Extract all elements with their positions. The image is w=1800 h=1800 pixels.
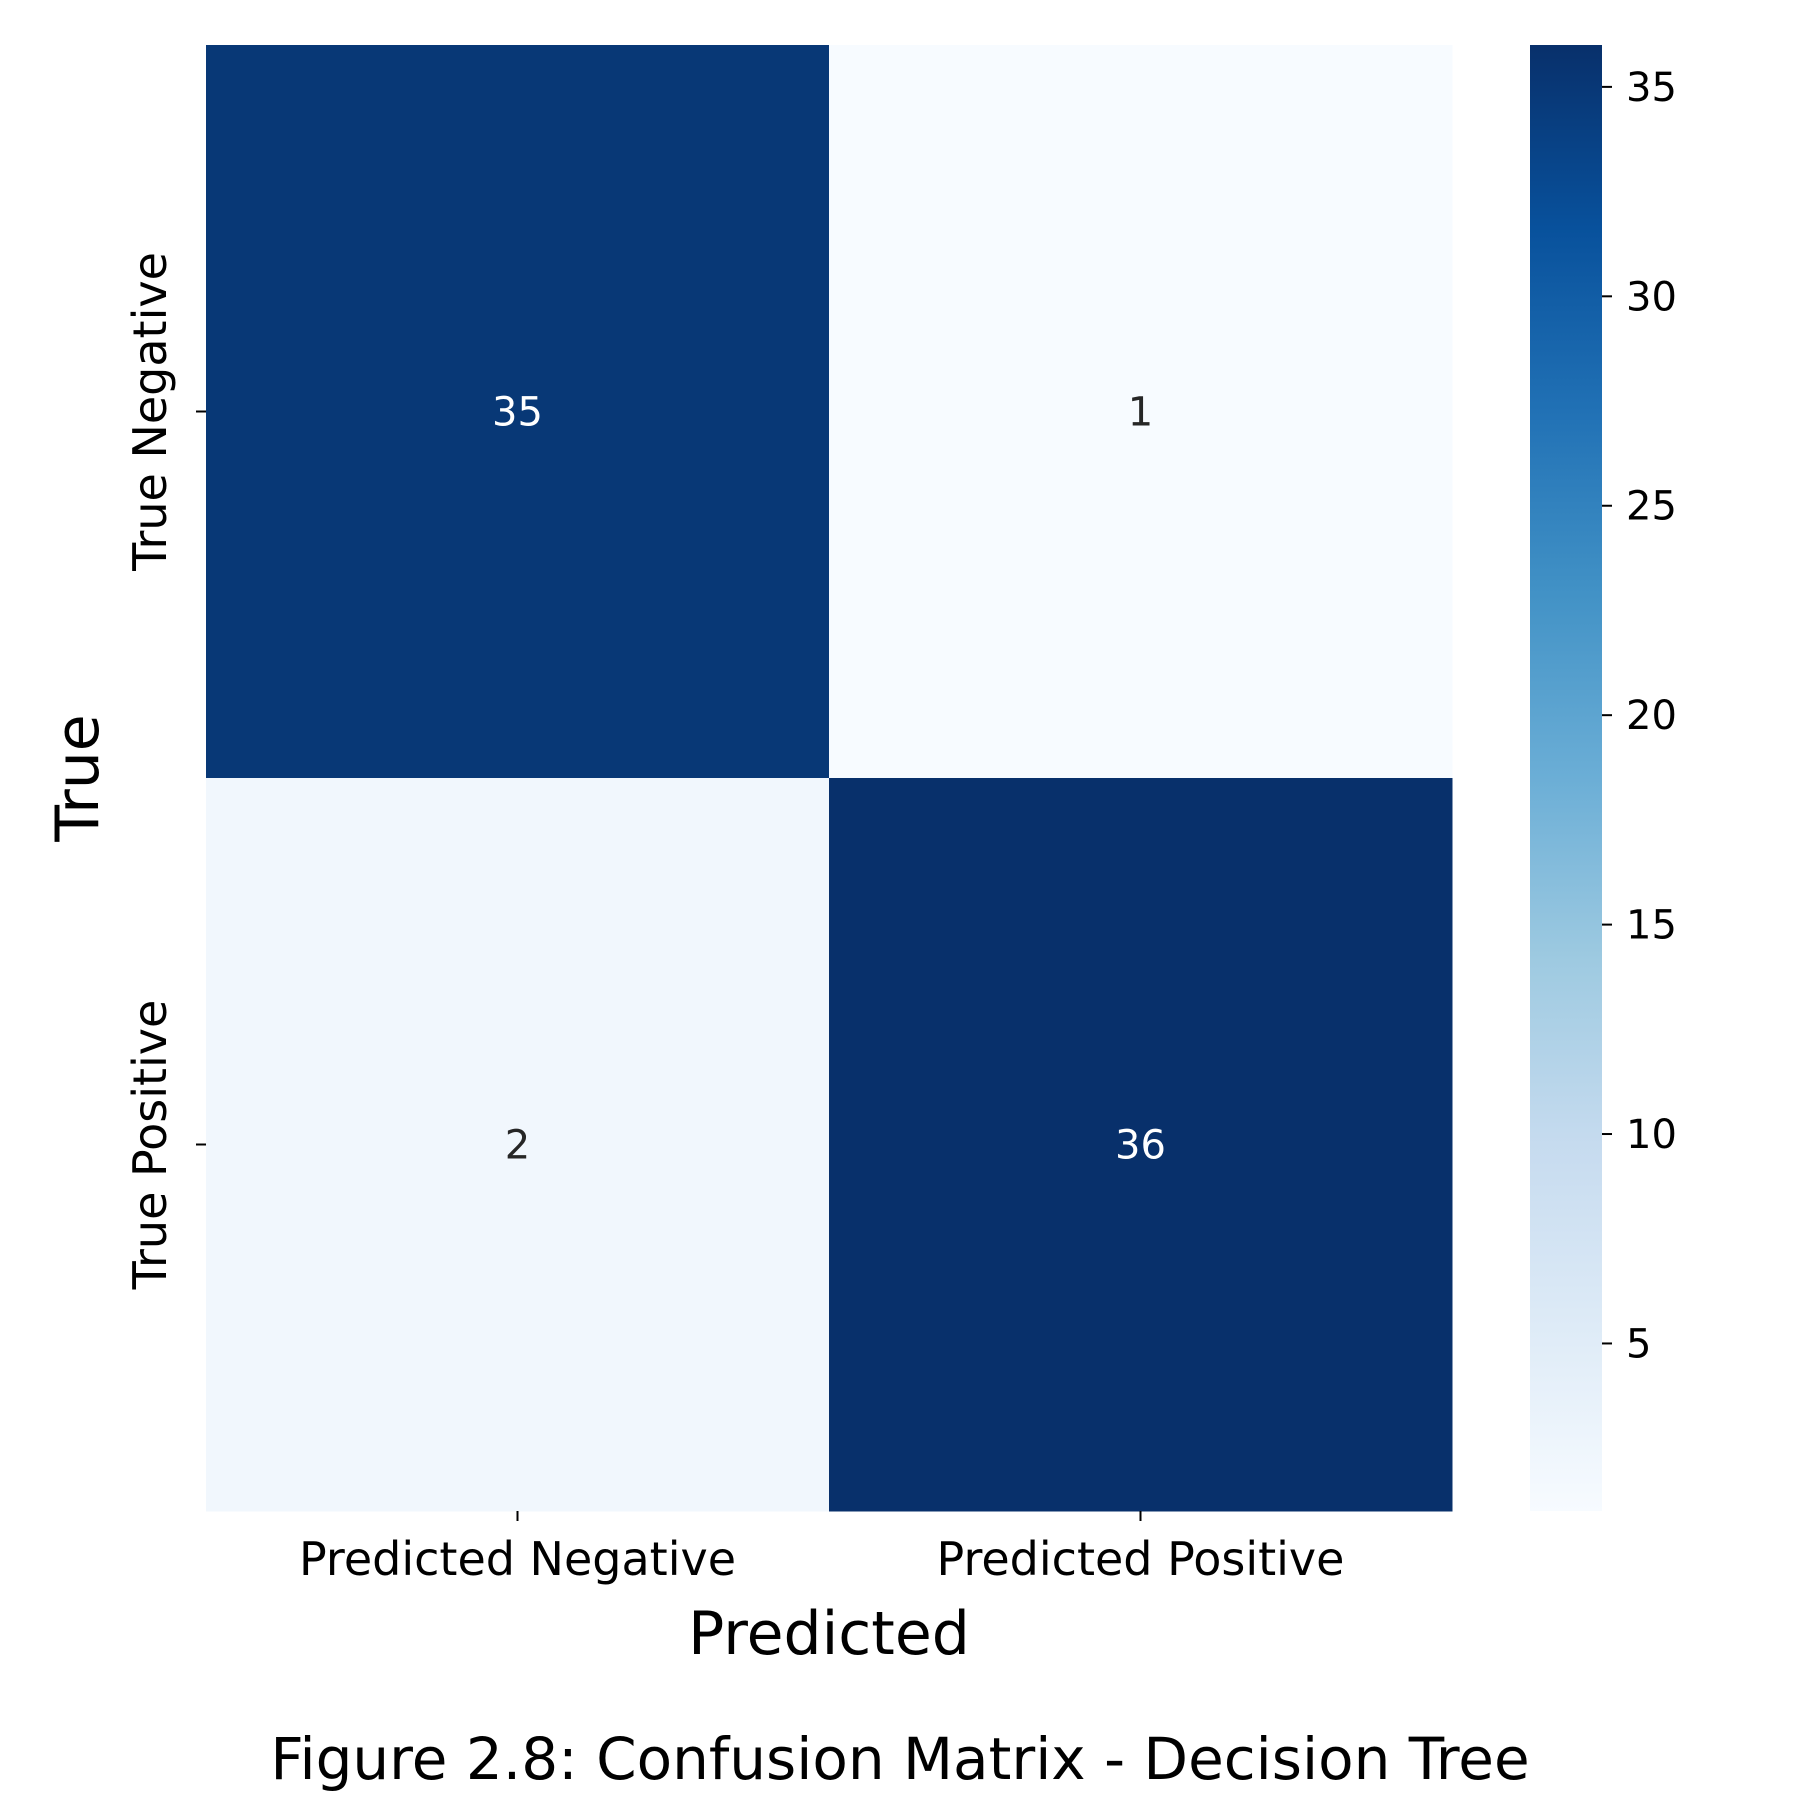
x-tick-label: Predicted Negative — [299, 1532, 736, 1586]
colorbar-tick-label: 15 — [1626, 903, 1677, 949]
colorbar-tick-label: 25 — [1626, 484, 1677, 530]
colorbar-tick-label: 10 — [1626, 1112, 1677, 1158]
x-tick-label: Predicted Positive — [937, 1532, 1345, 1586]
colorbar-tick-label: 5 — [1626, 1321, 1651, 1367]
x-axis: Predicted Negative Predicted Positive — [299, 1511, 1344, 1586]
cell-value-label: 35 — [492, 390, 543, 436]
heatmap-cell — [829, 45, 1453, 779]
cell-value-label: 1 — [1128, 390, 1153, 436]
heatmap-cell — [206, 45, 830, 779]
colorbar-tick-label: 20 — [1626, 693, 1677, 739]
x-axis-title: Predicted — [688, 1599, 970, 1669]
heatmap-cell — [206, 778, 830, 1512]
colorbar-tick-label: 35 — [1626, 65, 1677, 111]
y-axis-title: True — [43, 714, 113, 842]
colorbar-tick-label: 30 — [1626, 274, 1677, 320]
cell-value-label: 36 — [1115, 1123, 1166, 1169]
y-tick-label: True Positive — [123, 1000, 177, 1291]
heatmap-cell-labels: 35 1 2 36 — [492, 390, 1166, 1169]
figure-caption: Figure 2.8: Confusion Matrix - Decision … — [270, 1725, 1530, 1793]
cell-value-label: 2 — [505, 1123, 530, 1169]
y-tick-label: True Negative — [123, 252, 177, 572]
y-axis: True Negative True Positive — [123, 252, 206, 1290]
colorbar-ticks: 5 10 15 20 25 30 35 — [1602, 65, 1677, 1367]
heatmap-cells — [206, 45, 1453, 1512]
colorbar — [1530, 45, 1602, 1511]
heatmap-cell — [829, 778, 1453, 1512]
